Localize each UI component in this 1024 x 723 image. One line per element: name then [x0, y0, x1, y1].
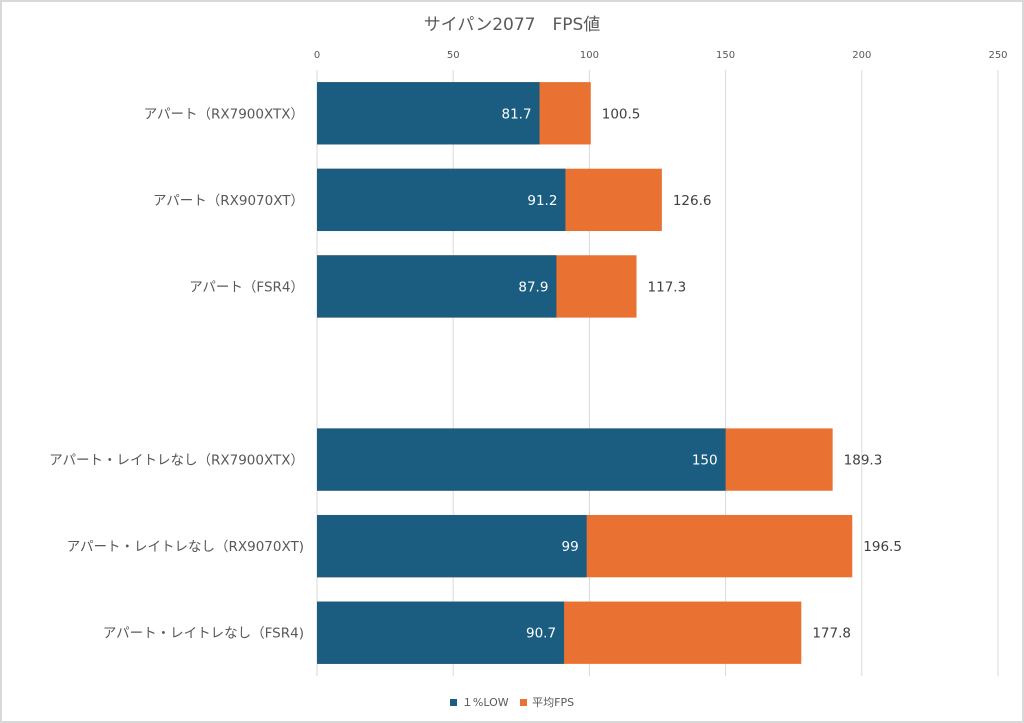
- bar-1pct-low: [317, 82, 540, 145]
- legend-swatch-low: [449, 698, 457, 706]
- legend-item-low: １%LOW: [449, 694, 509, 710]
- legend-swatch-avg: [520, 698, 528, 706]
- legend-item-avg: 平均FPS: [520, 694, 574, 710]
- chart-title: サイパン2077 FPS値: [423, 15, 601, 35]
- bar-1pct-low: [317, 601, 565, 664]
- category-labels: アパート（RX7900XTX） アパート（RX9070XT） アパート（FSR4） ア…: [49, 106, 304, 641]
- gridlines: [316, 70, 999, 676]
- category-label: アパート・レイトレなし（FSR4): [103, 626, 304, 642]
- bar-1pct-low: [317, 514, 587, 578]
- x-tick-label: 100: [580, 50, 599, 61]
- legend-label-avg: 平均FPS: [532, 696, 575, 709]
- data-label-1pct-low: 87.9: [518, 279, 548, 295]
- data-label-avg-fps: 177.8: [812, 626, 851, 642]
- bars: [317, 82, 853, 664]
- data-labels: 100.5 81.7 126.6 91.2 117.3 87.9 189.3 150 196.5…: [501, 106, 901, 641]
- data-label-1pct-low: 91.2: [527, 193, 557, 209]
- data-label-1pct-low: 99: [561, 539, 578, 555]
- x-tick-label: 200: [852, 50, 871, 61]
- data-label-avg-fps: 100.5: [602, 106, 641, 122]
- category-label: アパート（FSR4）: [189, 279, 304, 295]
- x-tick-label: 150: [716, 50, 735, 61]
- legend: １%LOW 平均FPS: [0, 694, 1024, 710]
- data-label-avg-fps: 126.6: [673, 193, 712, 209]
- x-tick-label: 250: [988, 50, 1007, 61]
- data-label-1pct-low: 150: [692, 453, 718, 469]
- bar-1pct-low: [317, 168, 566, 232]
- data-label-avg-fps: 196.5: [863, 539, 902, 555]
- x-tick-label: 0: [314, 50, 320, 61]
- data-label-1pct-low: 90.7: [526, 626, 556, 642]
- x-tick-labels: 0 50 100 150 200 250: [314, 50, 1008, 61]
- category-label: アパート・レイトレなし（RX7900XTX）: [49, 453, 304, 469]
- x-tick-label: 50: [447, 50, 460, 61]
- category-label: アパート・レイトレなし（RX9070XT): [67, 539, 304, 555]
- bar-1pct-low: [317, 255, 557, 318]
- data-label-1pct-low: 81.7: [501, 106, 531, 122]
- legend-label-low: １%LOW: [461, 696, 509, 709]
- bar-1pct-low: [317, 428, 726, 491]
- data-label-avg-fps: 117.3: [648, 279, 687, 295]
- category-label: アパート（RX9070XT）: [153, 193, 304, 209]
- category-label: アパート（RX7900XTX）: [144, 106, 304, 122]
- data-label-avg-fps: 189.3: [844, 453, 883, 469]
